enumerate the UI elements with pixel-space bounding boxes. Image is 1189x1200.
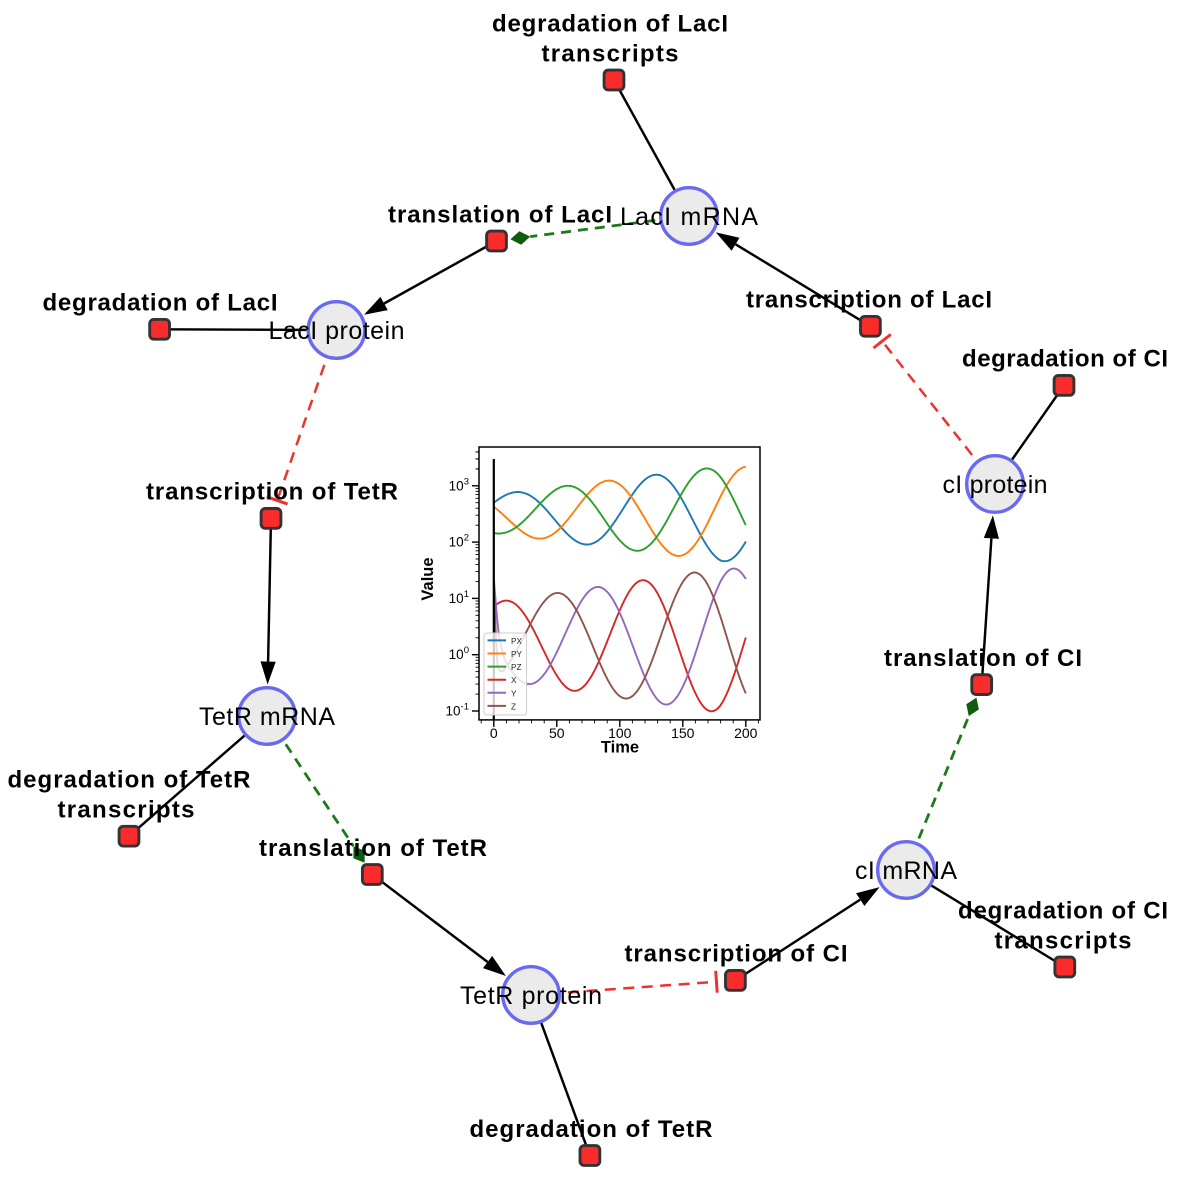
svg-text:200: 200 — [734, 725, 758, 741]
svg-text:Z: Z — [511, 702, 516, 711]
svg-text:LacI mRNA: LacI mRNA — [620, 203, 758, 231]
svg-text:transcription of CI: transcription of CI — [625, 941, 848, 968]
svg-text:transcription of LacI: transcription of LacI — [746, 287, 992, 314]
svg-text:100: 100 — [608, 725, 632, 741]
svg-text:50: 50 — [549, 725, 565, 741]
svg-text:translation of TetR: translation of TetR — [259, 835, 487, 862]
svg-text:Y: Y — [511, 689, 517, 698]
svg-text:PZ: PZ — [511, 663, 521, 672]
svg-text:transcription of TetR: transcription of TetR — [146, 479, 398, 506]
svg-text:transcripts: transcripts — [542, 41, 679, 68]
svg-text:cI mRNA: cI mRNA — [855, 857, 957, 885]
svg-text:Time: Time — [601, 739, 639, 757]
svg-text:transcripts: transcripts — [58, 797, 195, 824]
svg-text:LacI protein: LacI protein — [269, 317, 405, 345]
svg-text:TetR protein: TetR protein — [460, 982, 602, 1010]
svg-text:degradation of LacI: degradation of LacI — [43, 290, 278, 317]
svg-text:degradation of CI: degradation of CI — [962, 346, 1168, 373]
svg-text:translation of LacI: translation of LacI — [388, 201, 612, 228]
svg-text:Value: Value — [419, 557, 437, 600]
svg-text:degradation of TetR: degradation of TetR — [8, 767, 251, 794]
svg-text:translation of CI: translation of CI — [884, 645, 1082, 672]
svg-text:degradation of CI: degradation of CI — [958, 898, 1168, 925]
svg-text:PX: PX — [511, 637, 522, 646]
svg-text:cI protein: cI protein — [943, 471, 1048, 499]
svg-text:transcripts: transcripts — [995, 928, 1132, 955]
svg-text:X: X — [511, 676, 517, 685]
svg-text:degradation of TetR: degradation of TetR — [470, 1116, 713, 1143]
svg-text:0: 0 — [490, 725, 498, 741]
svg-text:150: 150 — [671, 725, 695, 741]
svg-text:PY: PY — [511, 650, 522, 659]
svg-text:TetR mRNA: TetR mRNA — [199, 703, 335, 731]
svg-text:degradation of LacI: degradation of LacI — [492, 11, 728, 38]
